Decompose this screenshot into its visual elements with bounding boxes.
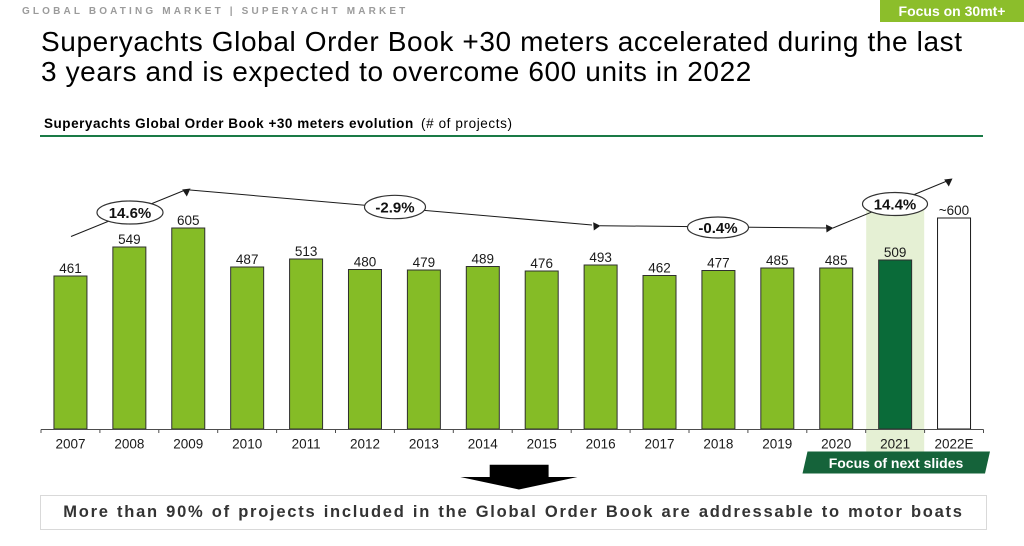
- svg-text:485: 485: [825, 253, 848, 268]
- svg-text:-0.4%: -0.4%: [698, 220, 737, 237]
- svg-text:2009: 2009: [173, 437, 203, 452]
- svg-text:2020: 2020: [821, 437, 851, 452]
- svg-text:2022E: 2022E: [934, 437, 973, 452]
- svg-text:2007: 2007: [55, 437, 85, 452]
- svg-text:2015: 2015: [527, 437, 557, 452]
- svg-text:462: 462: [648, 261, 671, 276]
- svg-text:2016: 2016: [586, 437, 616, 452]
- svg-text:549: 549: [118, 232, 141, 247]
- svg-text:479: 479: [413, 255, 436, 270]
- svg-text:2019: 2019: [762, 437, 792, 452]
- svg-text:477: 477: [707, 256, 730, 271]
- svg-text:2013: 2013: [409, 437, 439, 452]
- svg-text:2014: 2014: [468, 437, 499, 452]
- svg-text:2012: 2012: [350, 437, 380, 452]
- svg-text:~600: ~600: [939, 203, 969, 218]
- svg-text:489: 489: [472, 252, 495, 267]
- svg-text:2008: 2008: [114, 437, 144, 452]
- svg-text:14.6%: 14.6%: [109, 205, 152, 222]
- svg-text:480: 480: [354, 255, 377, 270]
- svg-text:2010: 2010: [232, 437, 262, 452]
- svg-text:493: 493: [589, 250, 612, 265]
- svg-text:476: 476: [530, 256, 553, 271]
- svg-text:2018: 2018: [703, 437, 733, 452]
- svg-text:2011: 2011: [292, 437, 321, 452]
- svg-text:461: 461: [59, 261, 82, 276]
- svg-text:Focus of next slides: Focus of next slides: [829, 455, 964, 471]
- svg-text:-2.9%: -2.9%: [375, 200, 414, 217]
- svg-text:485: 485: [766, 253, 789, 268]
- svg-text:14.4%: 14.4%: [874, 197, 917, 214]
- svg-text:513: 513: [295, 244, 318, 259]
- svg-text:605: 605: [177, 213, 200, 228]
- svg-text:509: 509: [884, 245, 907, 260]
- svg-text:2021: 2021: [880, 437, 910, 452]
- svg-text:2017: 2017: [644, 437, 674, 452]
- svg-text:487: 487: [236, 252, 259, 267]
